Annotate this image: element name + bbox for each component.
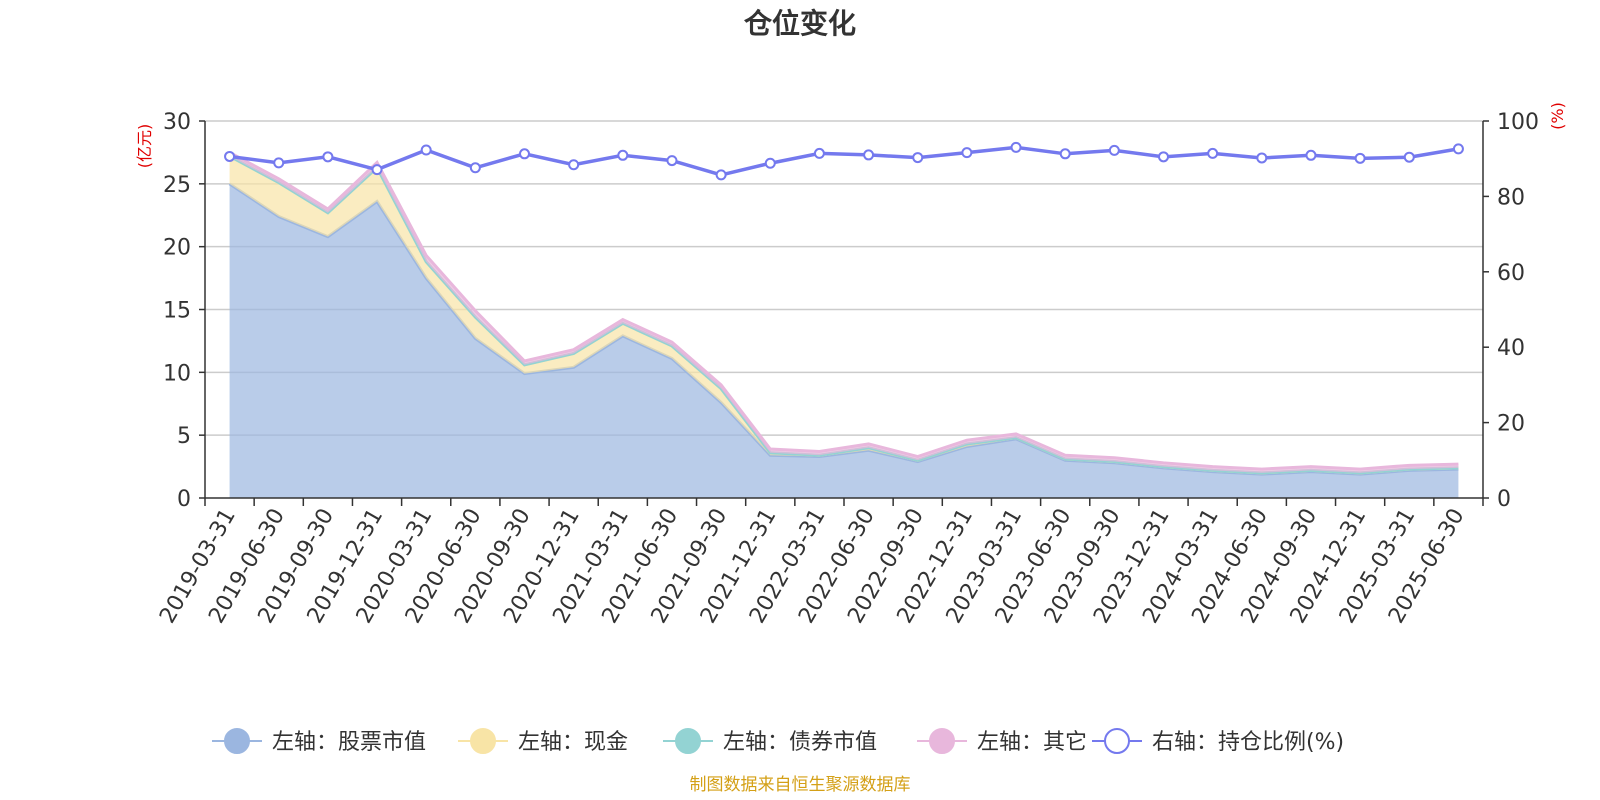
right-tick-label: 100 (1497, 110, 1539, 135)
holding-ratio-point (519, 148, 530, 160)
right-tick-label: 80 (1497, 185, 1525, 210)
legend-label: 左轴：其它 (977, 730, 1087, 755)
holding-ratio-path (229, 145, 1459, 177)
holding-ratio-point (764, 157, 776, 169)
legend-label: 右轴：持仓比例(%) (1152, 730, 1344, 755)
right-tick-label: 0 (1497, 487, 1511, 512)
holding-ratio-point (715, 169, 727, 181)
holding-ratio-point (1108, 144, 1120, 156)
left-tick-label: 15 (163, 299, 191, 324)
holding-ratio-point (666, 155, 678, 167)
right-tick-label: 20 (1497, 412, 1525, 437)
holding-ratio-point (371, 164, 383, 176)
data-source-note: 制图数据来自恒生聚源数据库 (690, 775, 911, 795)
holding-ratio-point (961, 147, 973, 159)
legend-label: 左轴：现金 (518, 730, 628, 755)
left-tick-label: 0 (177, 487, 191, 512)
left-tick-label: 20 (163, 236, 191, 261)
stacked-areas (228, 151, 1459, 499)
holding-ratio-point (1059, 148, 1071, 160)
left-tick-label: 30 (163, 110, 191, 135)
holding-ratio-point (469, 162, 481, 174)
holding-ratio-point (1403, 151, 1415, 163)
chart-title: 仓位变化 (744, 7, 856, 40)
right-axis-unit: (%) (1548, 102, 1567, 130)
legend-marker (929, 728, 955, 754)
holding-ratio-point (912, 152, 924, 164)
area-左轴：股票市值 (229, 183, 1459, 499)
legend-marker (675, 728, 701, 754)
right-tick-label: 40 (1497, 336, 1525, 361)
holding-ratio-point (813, 147, 825, 159)
holding-ratio-point (1158, 151, 1169, 163)
legend-marker (470, 728, 496, 754)
holding-ratio-point (568, 159, 580, 171)
holding-ratio-point (420, 144, 432, 156)
legend-label: 左轴：债券市值 (723, 730, 877, 755)
holding-ratio-point (617, 149, 629, 161)
holding-ratio-point (1256, 152, 1268, 164)
left-tick-label: 5 (177, 424, 191, 449)
left-axis-unit: (亿元) (135, 124, 154, 169)
holding-ratio-point (1452, 143, 1464, 155)
holding-ratio-point (863, 149, 875, 161)
area-edge-左轴：其它 (228, 151, 1459, 471)
holding-ratio-point (1305, 149, 1317, 161)
holding-ratio-point (1010, 141, 1022, 153)
legend-marker (224, 728, 250, 754)
holding-ratio-point (224, 150, 236, 162)
holding-ratio-point (322, 151, 334, 163)
left-tick-label: 25 (163, 173, 191, 198)
legend-marker (1104, 728, 1130, 754)
holding-ratio-point (273, 157, 285, 169)
left-tick-label: 10 (163, 361, 191, 386)
holding-ratio-point (1207, 147, 1219, 159)
legend-label: 左轴：股票市值 (272, 730, 426, 755)
holding-ratio-point (1354, 152, 1366, 164)
legend: 左轴：股票市值 左轴：现金 左轴：债券市值 左轴：其它 右轴：持仓比例(%) (212, 728, 1344, 755)
holding-ratio-line (224, 141, 1464, 181)
right-tick-label: 60 (1497, 261, 1525, 286)
